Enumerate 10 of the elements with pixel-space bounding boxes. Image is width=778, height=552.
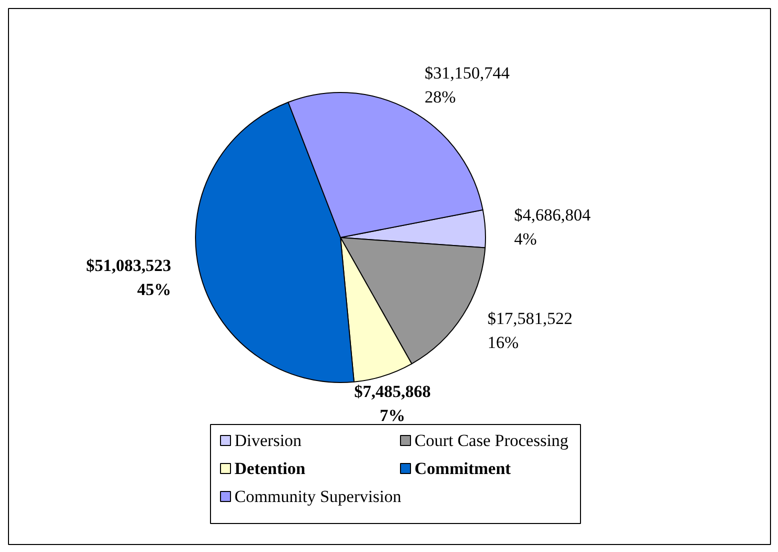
legend-label: Community Supervision [234, 487, 402, 506]
legend-label: Commitment [414, 459, 512, 478]
data-label: $7,485,868 7% [354, 382, 431, 426]
data-label: $17,581,522 16% [488, 309, 573, 352]
legend-label: Detention [234, 459, 306, 478]
data-label: $31,150,744 28% [424, 64, 510, 107]
data-label: $4,686,804 4% [514, 205, 592, 248]
legend-label: Court Case Processing [414, 431, 569, 450]
legend-label: Diversion [234, 431, 302, 450]
data-label: $51,083,523 45% [86, 256, 172, 299]
